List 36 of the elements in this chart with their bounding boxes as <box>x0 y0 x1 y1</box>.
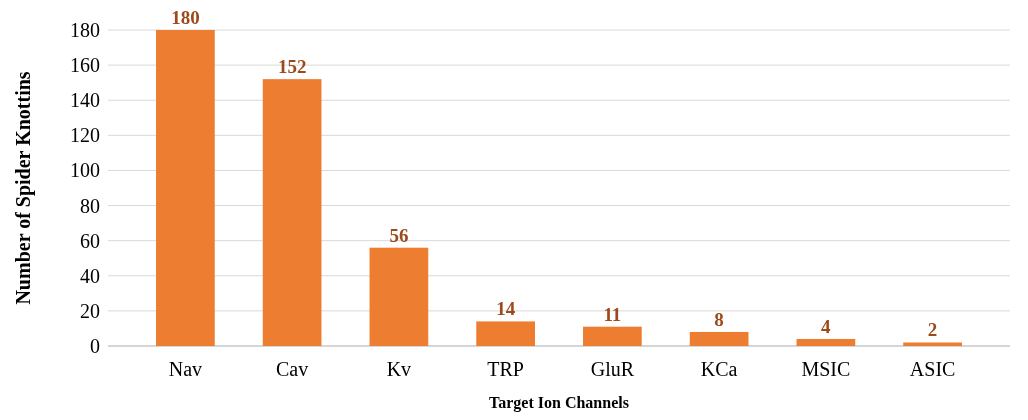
data-label: 56 <box>389 224 409 246</box>
y-tick-label: 140 <box>70 89 100 112</box>
data-label: 180 <box>171 7 200 28</box>
x-tick-label: Cav <box>276 358 309 380</box>
data-label: 8 <box>714 308 724 330</box>
y-tick-label: 180 <box>70 19 100 41</box>
bar <box>583 326 642 346</box>
y-tick-label: 20 <box>80 299 100 322</box>
y-tick-label: 0 <box>90 335 100 357</box>
data-label: 2 <box>927 319 938 341</box>
bar <box>369 247 429 346</box>
y-axis-title: Number of Spider Knottins <box>12 71 35 305</box>
y-tick-label: 80 <box>80 194 100 217</box>
x-tick-label: ASIC <box>909 358 956 380</box>
bar <box>903 342 962 346</box>
bar <box>796 338 856 346</box>
x-tick-label: Nav <box>168 358 203 380</box>
bar <box>689 331 749 346</box>
bar <box>262 79 322 346</box>
x-tick-label: TRP <box>487 358 524 380</box>
x-axis-title: Target Ion Channels <box>489 394 629 412</box>
bar <box>476 321 535 346</box>
y-tick-label: 40 <box>80 264 100 287</box>
x-tick-label: KCa <box>700 358 738 380</box>
x-tick-label: GluR <box>590 358 635 380</box>
data-label: 152 <box>277 56 307 78</box>
y-tick-label: 160 <box>70 54 100 77</box>
data-label: 14 <box>496 298 516 320</box>
bar <box>156 30 215 346</box>
y-tick-label: 120 <box>70 124 100 147</box>
y-tick-label: 60 <box>80 229 100 252</box>
x-tick-label: MSIC <box>801 358 851 380</box>
x-tick-label: Kv <box>386 358 412 380</box>
data-label: 11 <box>603 303 622 325</box>
data-label: 4 <box>821 315 832 337</box>
y-tick-label: 100 <box>70 159 100 182</box>
